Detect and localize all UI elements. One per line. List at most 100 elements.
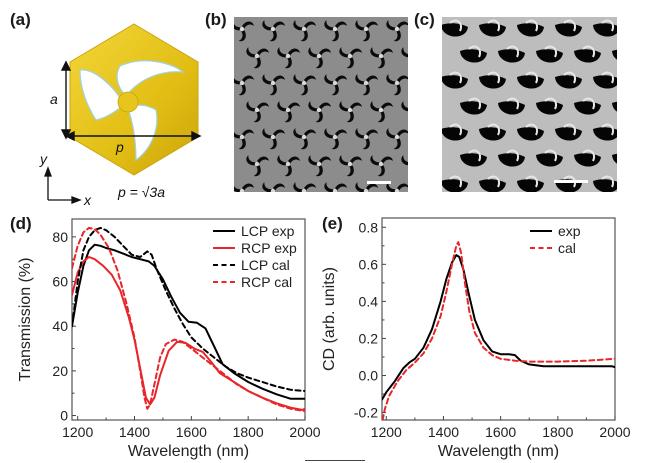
pinwheel-hole	[246, 155, 269, 177]
legend-label: RCP exp	[241, 240, 297, 256]
pinwheel-hole	[262, 182, 285, 192]
legend-label: RCP cal	[241, 274, 292, 290]
xy-axes-indicator	[44, 166, 82, 204]
pinwheel-holes	[79, 60, 186, 162]
series-line-lcp-exp	[72, 243, 305, 400]
tilted-hole	[442, 71, 468, 89]
panel-label-a: (a)	[10, 10, 31, 29]
pinwheel-hole	[234, 20, 254, 42]
pinwheel-hole	[262, 74, 285, 96]
pinwheel-hole	[355, 182, 378, 192]
x-tick-label: 1600	[485, 424, 516, 440]
y-axis-label: Transmission (%)	[17, 258, 34, 382]
tilted-hole	[498, 45, 525, 63]
tilted-hole	[517, 71, 544, 89]
scale-bar	[367, 181, 391, 184]
series-line-exp	[382, 254, 615, 401]
series-line-rcp-cal	[72, 226, 305, 413]
pinwheel-hole	[308, 47, 331, 69]
pinwheel-hole	[339, 47, 362, 69]
dimension-p-label: p	[115, 139, 124, 155]
x-tick-label: 1600	[176, 424, 207, 440]
y-tick-label: 80	[52, 229, 68, 245]
panel-label-b: (b)	[205, 10, 227, 29]
pinwheel-hole	[401, 155, 408, 166]
legend-label: LCP exp	[241, 223, 295, 239]
pinwheel-hole	[293, 20, 316, 42]
pinwheel-hole	[370, 155, 393, 177]
y-axis-label: CD (arb. units)	[321, 267, 338, 371]
pinwheel-hole	[355, 74, 378, 96]
y-tick-label: 0	[60, 408, 68, 424]
pinwheel-hole	[234, 182, 254, 192]
pinwheel-hole	[277, 101, 300, 123]
tilted-hole	[479, 71, 506, 89]
y-tick-label: 40	[52, 318, 68, 334]
tilted-hole	[593, 19, 617, 37]
cd-chart: 1200 1400 1600 1800 2000 -0.2 0.0 0.2 0.4 0.6 0.8 W…	[321, 217, 631, 460]
pinwheel-arm-1	[79, 69, 125, 121]
period-relation: p = √3a	[117, 184, 165, 200]
tilted-hole	[555, 71, 582, 89]
x-axis-label: Wavelength (nm)	[438, 443, 559, 460]
tilted-hole	[574, 97, 601, 115]
x-tick-label: 1800	[542, 424, 573, 440]
axis-y-label: y	[39, 151, 48, 167]
x-tick-label: 1200	[371, 424, 402, 440]
tilted-hole	[612, 153, 617, 164]
tilted-hole	[555, 19, 582, 37]
pinwheel-hole	[246, 47, 269, 69]
pinwheel-hole	[277, 155, 300, 177]
tilted-hole	[479, 123, 506, 141]
series-line-lcp-cal	[72, 226, 305, 392]
plot-frame	[71, 218, 306, 421]
pinwheel-hole	[370, 47, 393, 69]
x-tick-label: 2000	[599, 424, 630, 440]
panel-label-e: (e)	[322, 214, 343, 233]
tilted-hole	[442, 123, 468, 141]
pinwheel-hole	[324, 182, 347, 192]
tilted-hole	[555, 123, 582, 141]
pinwheel-hole	[293, 74, 316, 96]
pinwheel-hole	[246, 101, 269, 123]
tilted-hole	[479, 19, 506, 37]
tilted-hole	[593, 175, 617, 192]
pinwheel-hole	[308, 101, 331, 123]
pinwheel-hole	[355, 128, 378, 150]
dimension-a-arrow	[60, 60, 72, 140]
tilted-hole	[593, 71, 617, 89]
tilted-hole	[498, 149, 525, 167]
pinwheel-unit-cell-diagram: a p y x p = √3a	[39, 23, 202, 208]
axis-x-label: x	[83, 192, 92, 208]
y-tick-label: 0.8	[359, 219, 379, 235]
pinwheel-hole	[262, 20, 285, 42]
tilted-hole	[536, 149, 563, 167]
tilted-hole	[517, 19, 544, 37]
sem-image-tilted-view	[442, 17, 617, 192]
y-tick-label: -0.2	[354, 405, 378, 421]
pinwheel-hole	[324, 74, 347, 96]
tilted-hole	[460, 45, 487, 63]
y-tick-label: 20	[52, 363, 68, 379]
legend-label: exp	[558, 223, 581, 239]
y-tick-label: 0.6	[359, 256, 379, 272]
sem-image-top-view	[234, 17, 408, 192]
transmission-chart: 1200 1400 1600 1800 2000 0 20 40 60 80 Wavelength …	[17, 218, 321, 460]
pinwheel-hole	[234, 74, 254, 96]
tilted-hole	[498, 97, 525, 115]
tilted-hole	[517, 123, 544, 141]
tilted-hole	[460, 97, 487, 115]
x-tick-label: 1200	[62, 424, 93, 440]
pinwheel-hole	[401, 101, 408, 112]
pinwheel-hole	[339, 155, 362, 177]
y-tick-label: 0.2	[359, 330, 379, 346]
pinwheel-hole	[234, 128, 254, 150]
dimension-p-arrow	[64, 130, 202, 142]
tilted-hole	[555, 175, 582, 192]
y-tick-label: 0.4	[359, 293, 379, 309]
scale-bar	[554, 180, 588, 183]
x-tick-label: 2000	[289, 424, 320, 440]
pinwheel-hole	[308, 155, 331, 177]
series-line-cal	[382, 241, 615, 420]
tilted-hole	[574, 45, 601, 63]
